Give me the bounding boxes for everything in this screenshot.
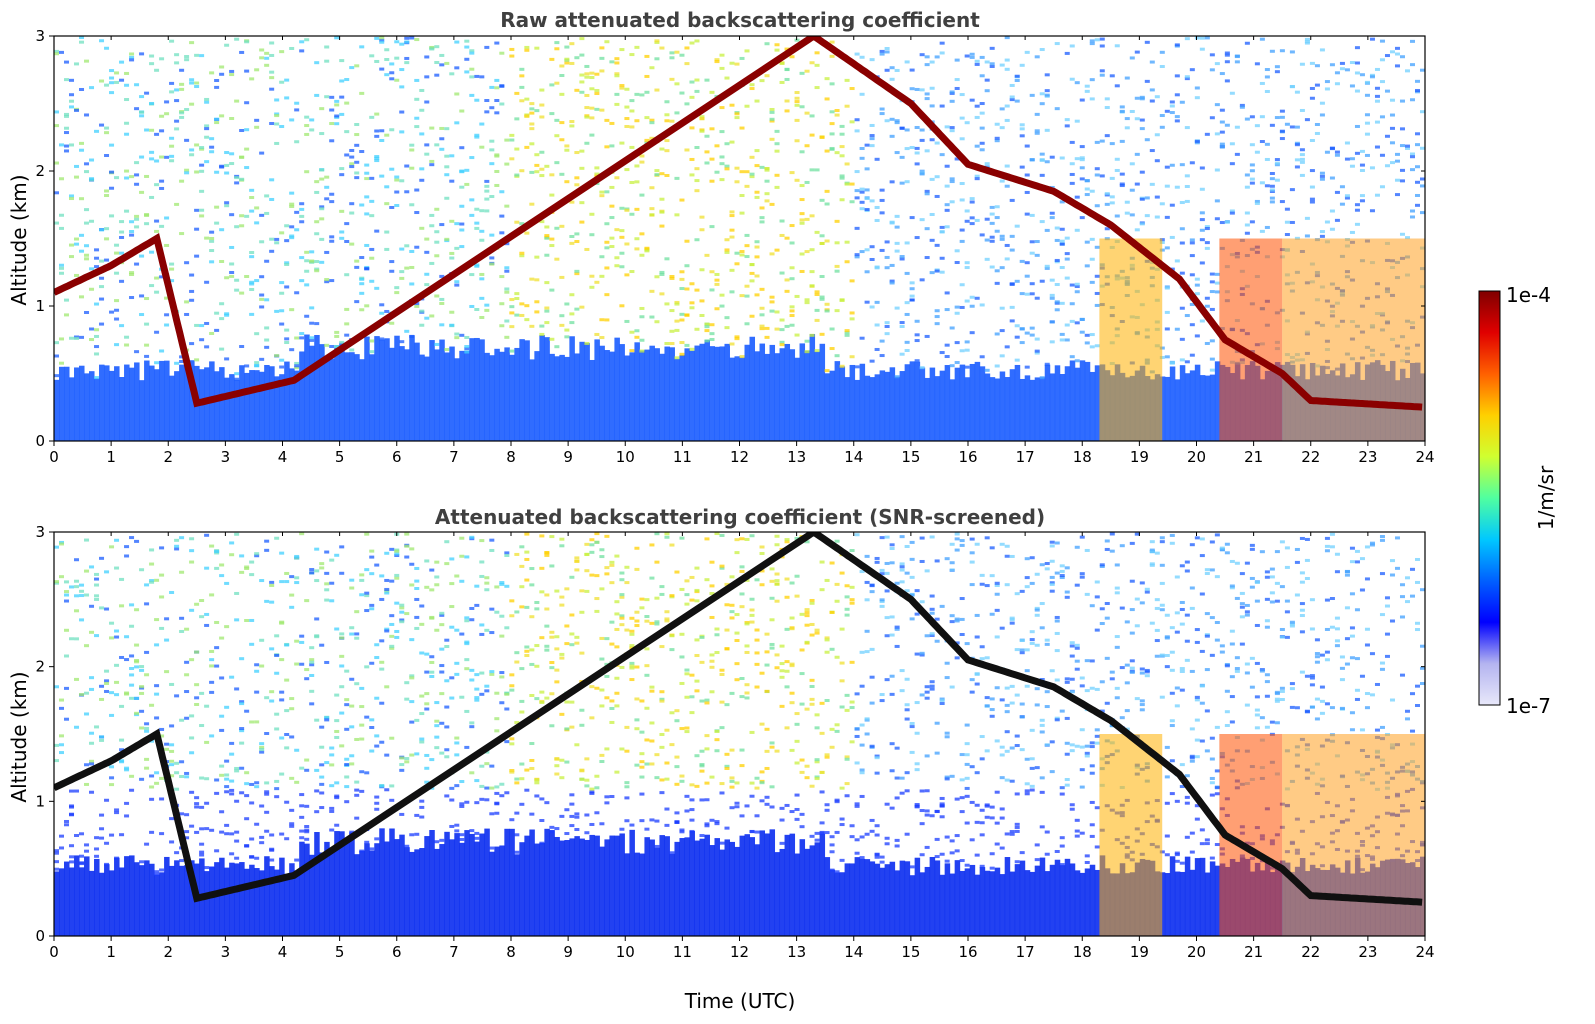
bottom-x-tick-label: 5 <box>335 943 345 961</box>
bottom-x-tick-label: 7 <box>449 943 459 961</box>
bottom-x-tick-label: 12 <box>730 943 749 961</box>
colorbar <box>1479 291 1500 705</box>
bottom-x-tick-label: 13 <box>787 943 806 961</box>
top-plot-title: Raw attenuated backscattering coefficien… <box>500 8 980 32</box>
top-y-tick-label: 1 <box>35 297 45 315</box>
top-x-tick-label: 13 <box>787 448 806 466</box>
bottom-y-tick-label: 2 <box>35 658 45 676</box>
bottom-x-tick-label: 23 <box>1358 943 1377 961</box>
top-x-tick-label: 19 <box>1130 448 1149 466</box>
top-y-tick-label: 2 <box>35 162 45 180</box>
top-x-tick-label: 12 <box>730 448 749 466</box>
bottom-y-tick-label: 0 <box>35 927 45 945</box>
top-x-tick-label: 0 <box>49 448 59 466</box>
top-x-tick-label: 9 <box>563 448 573 466</box>
bottom-x-tick-label: 3 <box>221 943 231 961</box>
top-x-tick-label: 11 <box>673 448 692 466</box>
bottom-x-tick-label: 1 <box>106 943 116 961</box>
top-y-tick-label: 3 <box>35 27 45 45</box>
colorbar-min-label: 1e-7 <box>1506 694 1551 718</box>
top-y-tick-label: 0 <box>35 432 45 450</box>
x-axis-label: Time (UTC) <box>684 989 796 1013</box>
top-x-tick-label: 5 <box>335 448 345 466</box>
top-x-tick-label: 8 <box>506 448 516 466</box>
bottom-x-tick-label: 8 <box>506 943 516 961</box>
bottom-x-tick-label: 14 <box>844 943 863 961</box>
bottom-x-tick-label: 17 <box>1016 943 1035 961</box>
bottom-x-tick-label: 10 <box>616 943 635 961</box>
bottom-y-axis-label: Altitude (km) <box>7 671 31 802</box>
bottom-x-tick-label: 2 <box>163 943 173 961</box>
bottom-x-tick-label: 6 <box>392 943 402 961</box>
top-x-tick-label: 22 <box>1301 448 1320 466</box>
top-x-tick-label: 6 <box>392 448 402 466</box>
top-x-tick-label: 18 <box>1073 448 1092 466</box>
top-backscatter-field <box>54 36 1426 441</box>
top-x-tick-label: 24 <box>1415 448 1434 466</box>
bottom-x-tick-label: 24 <box>1415 943 1434 961</box>
bottom-y-tick-label: 1 <box>35 792 45 810</box>
top-x-tick-label: 23 <box>1358 448 1377 466</box>
colorbar-max-label: 1e-4 <box>1506 283 1551 307</box>
top-x-tick-label: 17 <box>1016 448 1035 466</box>
top-x-tick-label: 4 <box>278 448 288 466</box>
colorbar-unit-label: 1/m/sr <box>1534 465 1558 530</box>
top-x-tick-label: 16 <box>958 448 977 466</box>
top-x-tick-label: 1 <box>106 448 116 466</box>
bottom-x-tick-label: 4 <box>278 943 288 961</box>
bottom-x-tick-label: 15 <box>901 943 920 961</box>
bottom-x-tick-label: 21 <box>1244 943 1263 961</box>
bottom-plot-title: Attenuated backscattering coefficient (S… <box>435 505 1045 529</box>
top-x-tick-label: 2 <box>163 448 173 466</box>
bottom-backscatter-field <box>54 532 1426 936</box>
top-x-tick-label: 20 <box>1187 448 1206 466</box>
top-x-tick-label: 14 <box>844 448 863 466</box>
bottom-y-tick-label: 3 <box>35 523 45 541</box>
bottom-x-tick-label: 0 <box>49 943 59 961</box>
bottom-x-tick-label: 16 <box>958 943 977 961</box>
bottom-x-tick-label: 19 <box>1130 943 1149 961</box>
top-x-tick-label: 15 <box>901 448 920 466</box>
top-x-tick-label: 3 <box>221 448 231 466</box>
top-y-axis-label: Altitude (km) <box>7 174 31 305</box>
top-x-tick-label: 21 <box>1244 448 1263 466</box>
bottom-x-tick-label: 22 <box>1301 943 1320 961</box>
bottom-x-tick-label: 11 <box>673 943 692 961</box>
bottom-x-tick-label: 18 <box>1073 943 1092 961</box>
top-x-tick-label: 7 <box>449 448 459 466</box>
top-x-tick-label: 10 <box>616 448 635 466</box>
bottom-x-tick-label: 9 <box>563 943 573 961</box>
bottom-x-tick-label: 20 <box>1187 943 1206 961</box>
